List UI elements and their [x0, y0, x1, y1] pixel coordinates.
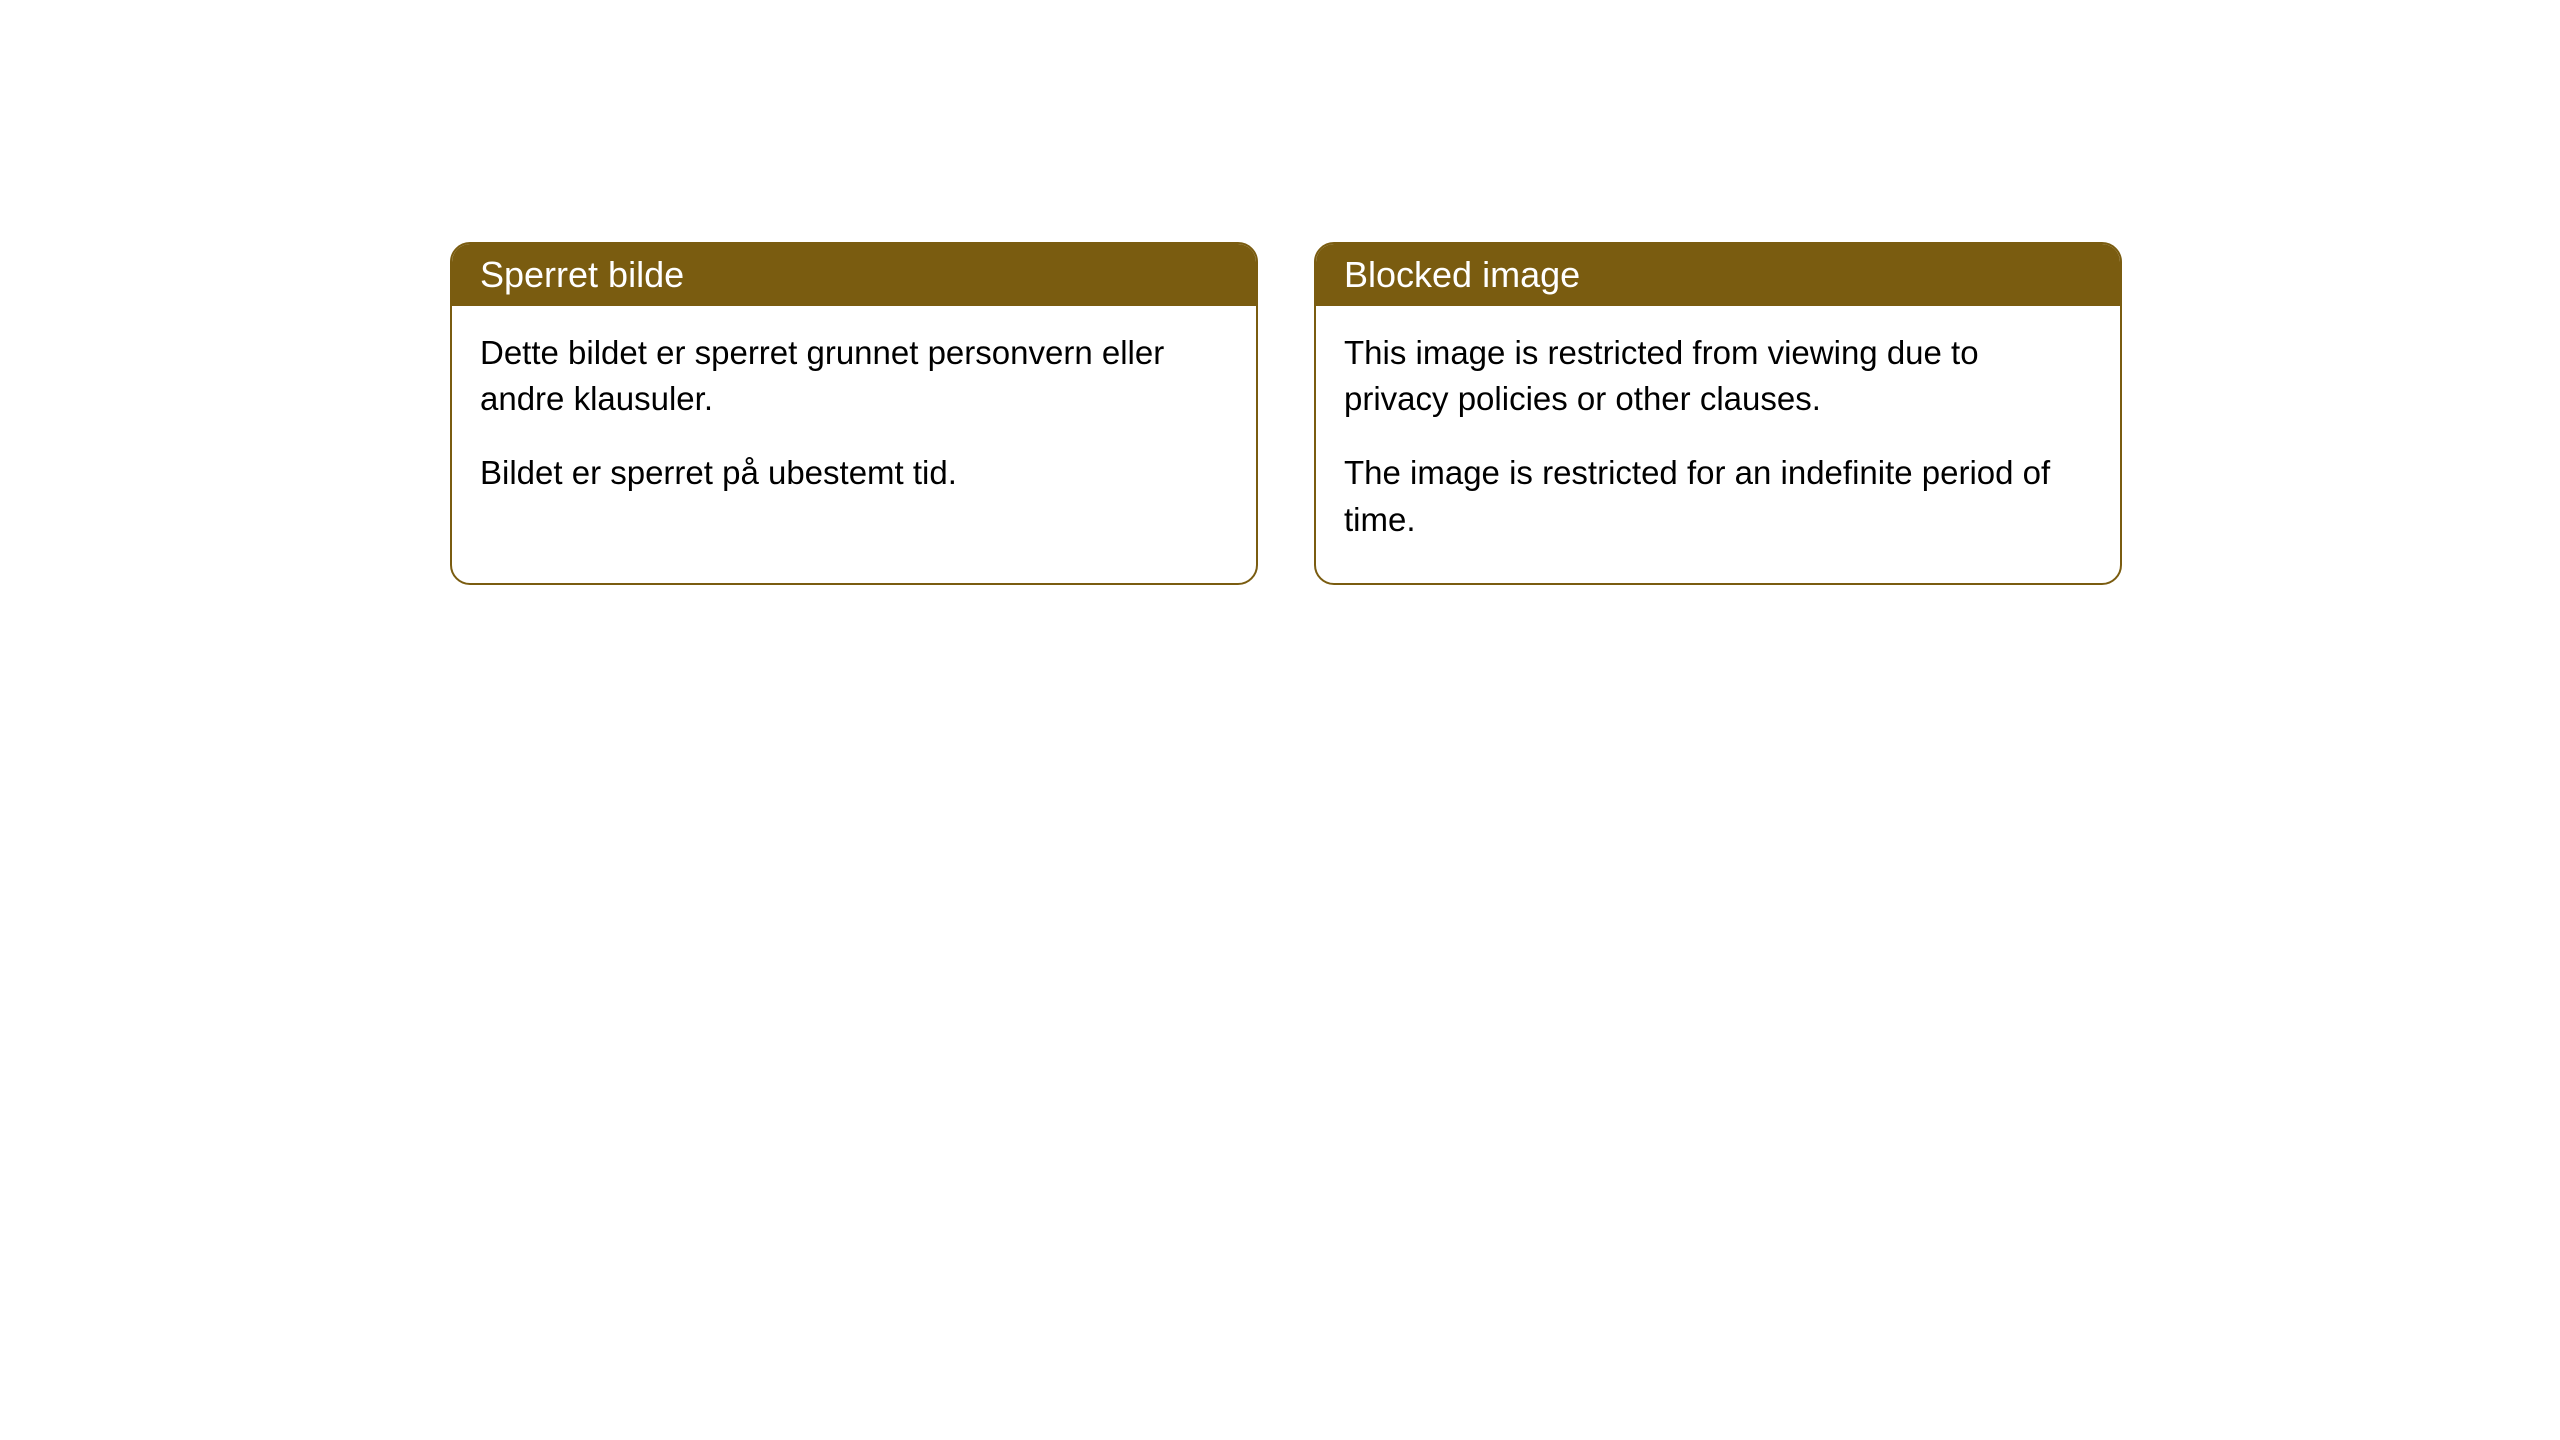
card-title: Blocked image: [1344, 254, 1580, 295]
card-paragraph: The image is restricted for an indefinit…: [1344, 450, 2092, 542]
notice-cards-container: Sperret bilde Dette bildet er sperret gr…: [450, 242, 2122, 585]
card-paragraph: Bildet er sperret på ubestemt tid.: [480, 450, 1228, 496]
notice-card-english: Blocked image This image is restricted f…: [1314, 242, 2122, 585]
card-body: Dette bildet er sperret grunnet personve…: [452, 306, 1256, 537]
card-header: Sperret bilde: [452, 244, 1256, 306]
card-header: Blocked image: [1316, 244, 2120, 306]
card-paragraph: This image is restricted from viewing du…: [1344, 330, 2092, 422]
card-paragraph: Dette bildet er sperret grunnet personve…: [480, 330, 1228, 422]
card-body: This image is restricted from viewing du…: [1316, 306, 2120, 583]
card-title: Sperret bilde: [480, 254, 684, 295]
notice-card-norwegian: Sperret bilde Dette bildet er sperret gr…: [450, 242, 1258, 585]
